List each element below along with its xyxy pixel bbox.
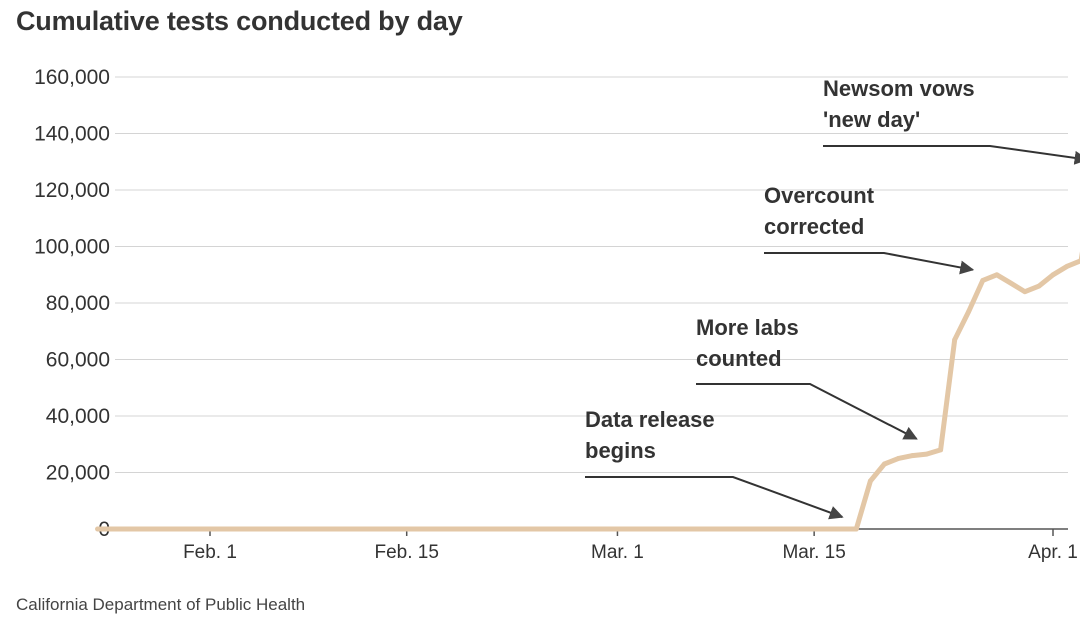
data-point <box>938 447 943 453</box>
annotation-arrow <box>823 145 1080 165</box>
data-point <box>924 451 929 457</box>
x-tick-label: Apr. 1 <box>1028 542 1078 563</box>
annotation-text: Overcount <box>764 183 875 208</box>
data-point <box>910 453 915 458</box>
data-point <box>1036 283 1042 289</box>
y-tick-label: 80,000 <box>46 292 110 315</box>
annotation-overcount: Overcount corrected <box>764 183 975 275</box>
series-line <box>95 251 1080 532</box>
x-tick-label: Feb. 15 <box>374 542 438 563</box>
axis-layer: 020,00040,00060,00080,000100,000120,0001… <box>34 66 1078 563</box>
data-point <box>966 309 972 314</box>
annotation-arrow <box>764 252 975 275</box>
annotation-text: counted <box>696 346 782 371</box>
series-layer <box>95 251 1080 532</box>
data-point <box>952 337 958 343</box>
data-point <box>1050 272 1056 278</box>
annotation-data-release: Data release begins <box>585 407 844 520</box>
y-tick-label: 20,000 <box>46 462 110 485</box>
data-point <box>867 478 873 484</box>
x-tick-label: Mar. 1 <box>591 542 644 563</box>
annotation-text: corrected <box>764 214 864 239</box>
annotation-more-labs: More labs counted <box>696 315 918 440</box>
annotation-text: Data release <box>585 407 715 432</box>
y-tick-label: 160,000 <box>34 66 110 89</box>
y-tick-label: 40,000 <box>46 405 110 428</box>
data-point <box>853 526 859 532</box>
x-tick-label: Mar. 15 <box>782 542 845 563</box>
annotation-text: begins <box>585 438 656 463</box>
annotation-layer: Data release begins More labs counted Overco… <box>585 76 1080 520</box>
data-point <box>882 461 887 467</box>
chart-title: Cumulative tests conducted by day <box>16 6 463 36</box>
annotation-text: 'new day' <box>823 107 920 132</box>
y-tick-label: 120,000 <box>34 179 110 202</box>
annotation-arrow <box>696 383 918 440</box>
y-tick-label: 60,000 <box>46 349 110 372</box>
data-point <box>896 455 901 461</box>
data-point <box>95 526 100 532</box>
annotation-text: Newsom vows <box>823 76 975 101</box>
grid-layer <box>115 76 1068 473</box>
data-point <box>1064 263 1070 269</box>
source-note: California Department of Public Health <box>16 595 306 614</box>
data-point <box>1022 289 1028 295</box>
annotation-text: More labs <box>696 315 799 340</box>
data-point <box>994 272 1000 278</box>
y-tick-label: 140,000 <box>34 123 110 146</box>
annotation-newsom: Newsom vows 'new day' <box>823 76 1080 165</box>
data-point <box>980 278 986 283</box>
data-point <box>1008 280 1014 286</box>
x-tick-label: Feb. 1 <box>183 542 237 563</box>
annotation-arrow <box>585 476 844 520</box>
y-tick-label: 100,000 <box>34 236 110 259</box>
